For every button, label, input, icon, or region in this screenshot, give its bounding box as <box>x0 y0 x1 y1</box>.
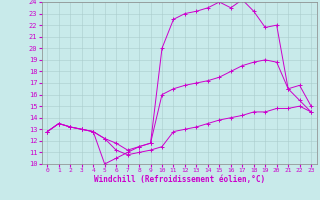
X-axis label: Windchill (Refroidissement éolien,°C): Windchill (Refroidissement éolien,°C) <box>94 175 265 184</box>
